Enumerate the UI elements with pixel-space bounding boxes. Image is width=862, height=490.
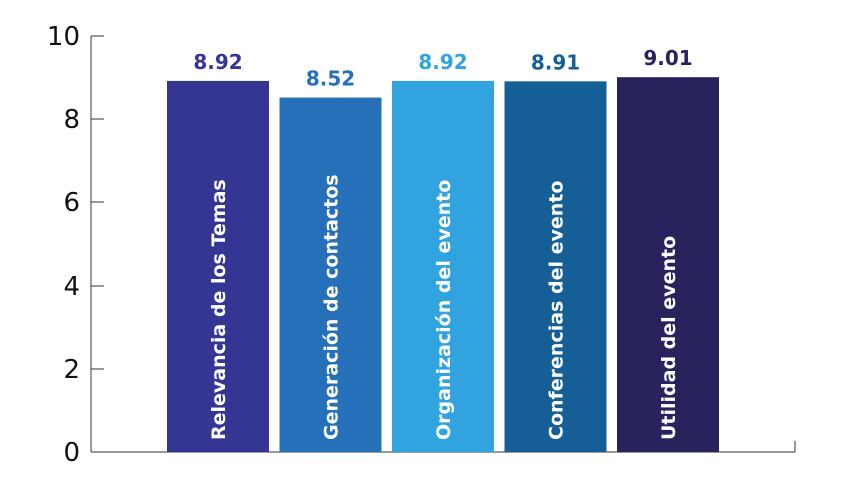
y-tick-label: 10 [47, 22, 80, 52]
y-ticks [91, 35, 104, 453]
category-label: Organización del evento [433, 180, 455, 440]
y-tick-label: 0 [63, 438, 80, 468]
value-labels-group: 8.92 8.52 8.92 8.91 9.01 [193, 46, 692, 90]
category-label: Relevancia de los Temas [208, 179, 230, 440]
y-tick-label: 8 [63, 105, 80, 135]
bars-group [167, 77, 719, 453]
category-label: Generación de contactos [321, 174, 343, 440]
bar [392, 80, 494, 452]
category-labels-group: Relevancia de los Temas Generación de con… [208, 174, 680, 440]
bar-value-label: 8.52 [306, 67, 355, 91]
y-tick-label: 4 [63, 272, 80, 302]
bar-value-label: 8.92 [193, 50, 242, 74]
bar [279, 97, 382, 453]
y-tick-labels: 0 2 4 6 8 10 [47, 22, 80, 468]
category-label: Utilidad del evento [658, 236, 680, 440]
y-tick-label: 6 [63, 188, 80, 218]
bar-value-label: 8.92 [418, 50, 467, 74]
y-tick-label: 2 [63, 355, 80, 385]
bar [167, 80, 269, 452]
bar [617, 77, 719, 453]
bar-value-label: 8.91 [531, 50, 580, 74]
bar-value-label: 9.01 [643, 46, 692, 70]
bar [504, 81, 607, 453]
category-label: Conferencias del evento [546, 181, 568, 440]
